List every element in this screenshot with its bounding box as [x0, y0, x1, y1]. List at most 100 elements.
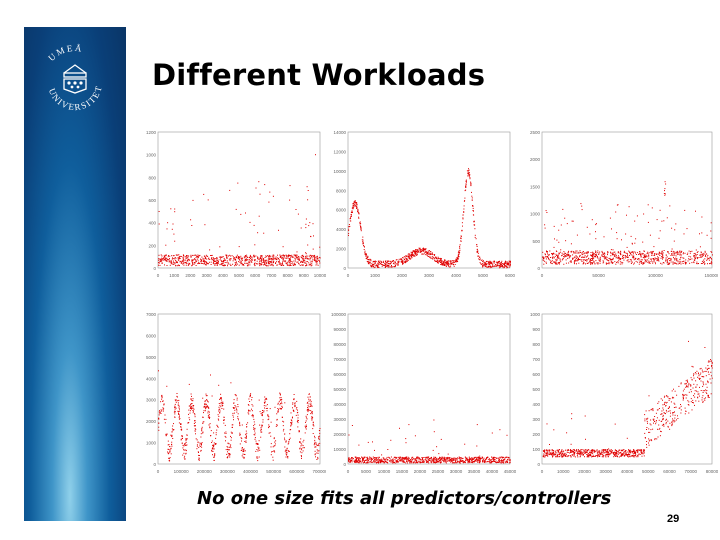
data-point — [188, 259, 190, 261]
data-point — [297, 419, 299, 421]
data-point — [282, 263, 284, 265]
data-point — [634, 242, 636, 244]
data-point — [306, 414, 308, 416]
y-tick-label: 60000 — [333, 372, 346, 377]
data-point — [245, 440, 247, 442]
data-point — [430, 457, 431, 459]
data-point — [198, 459, 200, 461]
data-point — [605, 454, 607, 456]
data-point — [201, 442, 203, 444]
data-point — [193, 410, 194, 412]
data-point — [612, 259, 614, 261]
data-point — [289, 185, 291, 187]
data-point — [674, 259, 676, 261]
data-point — [307, 255, 309, 257]
data-point — [293, 263, 295, 265]
data-point — [271, 258, 273, 260]
data-point — [623, 257, 625, 259]
data-point — [504, 265, 506, 267]
data-point — [397, 261, 399, 263]
y-tick-label: 2000 — [336, 247, 347, 252]
data-point — [240, 213, 242, 215]
data-point — [259, 262, 261, 264]
data-point — [288, 258, 290, 259]
data-point — [565, 256, 567, 257]
data-point — [265, 255, 267, 257]
data-point — [593, 253, 595, 255]
data-point — [241, 258, 243, 260]
data-point — [393, 456, 395, 458]
data-point — [684, 252, 686, 254]
y-tick-label: 0 — [537, 266, 540, 271]
data-point — [371, 266, 373, 268]
data-point — [484, 462, 486, 464]
data-point — [348, 457, 350, 459]
data-point — [681, 261, 683, 263]
data-point — [197, 254, 199, 256]
data-point — [642, 253, 644, 255]
data-point — [389, 266, 391, 268]
data-point — [187, 422, 189, 424]
data-point — [274, 443, 276, 445]
data-point — [569, 260, 571, 262]
data-point — [402, 257, 404, 259]
data-point — [671, 253, 673, 255]
data-point — [472, 459, 474, 461]
data-point — [675, 223, 677, 225]
data-point — [656, 253, 658, 255]
data-point — [424, 251, 426, 253]
x-tick-label: 5000 — [234, 273, 245, 278]
data-point — [241, 262, 243, 264]
data-point — [444, 264, 446, 266]
data-point — [564, 455, 566, 457]
data-point — [429, 459, 431, 461]
data-point — [651, 259, 652, 261]
data-point — [657, 257, 659, 259]
data-point — [283, 254, 285, 256]
data-point — [201, 260, 202, 262]
data-point — [220, 402, 222, 404]
data-point — [231, 432, 233, 434]
data-point — [502, 266, 504, 268]
data-point — [192, 412, 194, 414]
data-point — [375, 264, 377, 266]
data-point — [197, 442, 199, 444]
data-point — [498, 263, 500, 265]
data-point — [171, 431, 173, 433]
data-point — [370, 266, 372, 267]
data-point — [671, 390, 673, 392]
data-point — [634, 257, 636, 259]
data-point — [203, 412, 204, 414]
data-point — [656, 219, 658, 221]
data-point — [599, 257, 601, 259]
data-point — [622, 256, 623, 258]
data-point — [227, 452, 229, 454]
data-point — [406, 258, 408, 260]
data-point — [611, 252, 613, 254]
data-point — [253, 428, 255, 430]
data-point — [224, 435, 226, 437]
data-point — [444, 458, 446, 460]
data-point — [679, 260, 681, 262]
data-point — [217, 414, 219, 416]
data-point — [162, 401, 164, 402]
data-point — [455, 462, 456, 464]
data-point — [575, 255, 577, 257]
data-point — [192, 410, 194, 412]
x-tick-label: 4000 — [218, 273, 229, 278]
data-point — [572, 449, 574, 451]
data-point — [662, 404, 664, 406]
data-point — [451, 458, 453, 460]
data-point — [249, 256, 251, 258]
data-point — [208, 263, 209, 265]
data-point — [310, 261, 312, 263]
data-point — [259, 256, 261, 258]
data-point — [159, 410, 160, 412]
data-point — [254, 265, 256, 267]
data-point — [377, 461, 379, 463]
data-point — [427, 253, 429, 254]
data-point — [314, 454, 316, 456]
data-point — [376, 264, 378, 266]
data-point — [207, 400, 208, 402]
